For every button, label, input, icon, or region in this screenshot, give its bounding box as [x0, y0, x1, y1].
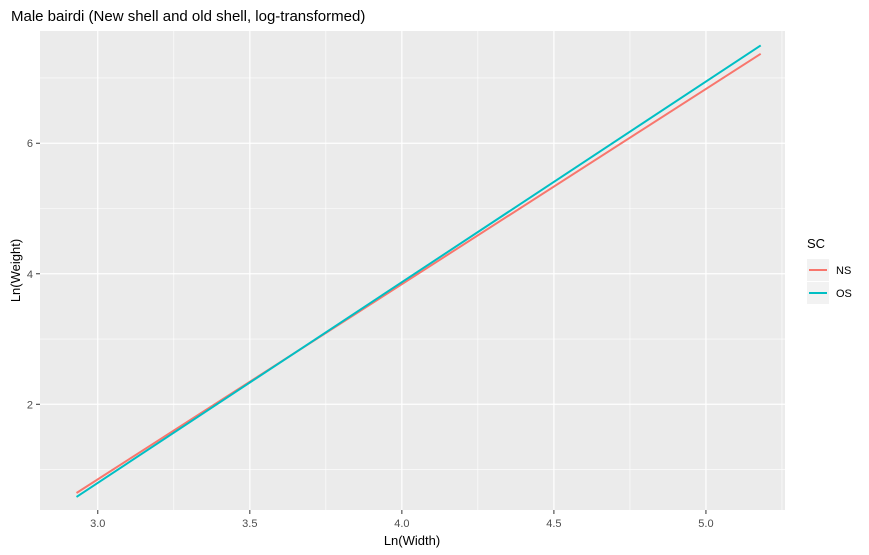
- legend-label-os: OS: [836, 288, 852, 300]
- minor-gridlines: [40, 31, 785, 510]
- y-tick-label: 2: [27, 399, 33, 411]
- x-tick-label: 4.0: [394, 518, 409, 530]
- major-gridlines: [40, 31, 785, 510]
- legend-title: SC: [807, 236, 825, 251]
- x-tick-label: 4.5: [546, 518, 561, 530]
- series-line-ns: [75, 52, 762, 494]
- legend-items: NS OS: [807, 259, 852, 304]
- y-axis-title: Ln(Weight): [8, 239, 23, 302]
- series-lines: [75, 44, 762, 498]
- chart-title: Male bairdi (New shell and old shell, lo…: [11, 8, 365, 25]
- y-axis-ticks: 2 4 6: [27, 138, 40, 411]
- y-tick-label: 4: [27, 269, 33, 281]
- x-tick-label: 3.5: [242, 518, 257, 530]
- legend: SC NS OS: [807, 236, 852, 304]
- x-tick-label: 5.0: [698, 518, 713, 530]
- x-axis-title: Ln(Width): [384, 533, 440, 548]
- x-axis-ticks: 3.0 3.5 4.0 4.5 5.0: [90, 510, 714, 530]
- series-line-os: [75, 44, 762, 498]
- x-tick-label: 3.0: [90, 518, 105, 530]
- y-tick-label: 6: [27, 138, 33, 150]
- legend-label-ns: NS: [836, 265, 851, 277]
